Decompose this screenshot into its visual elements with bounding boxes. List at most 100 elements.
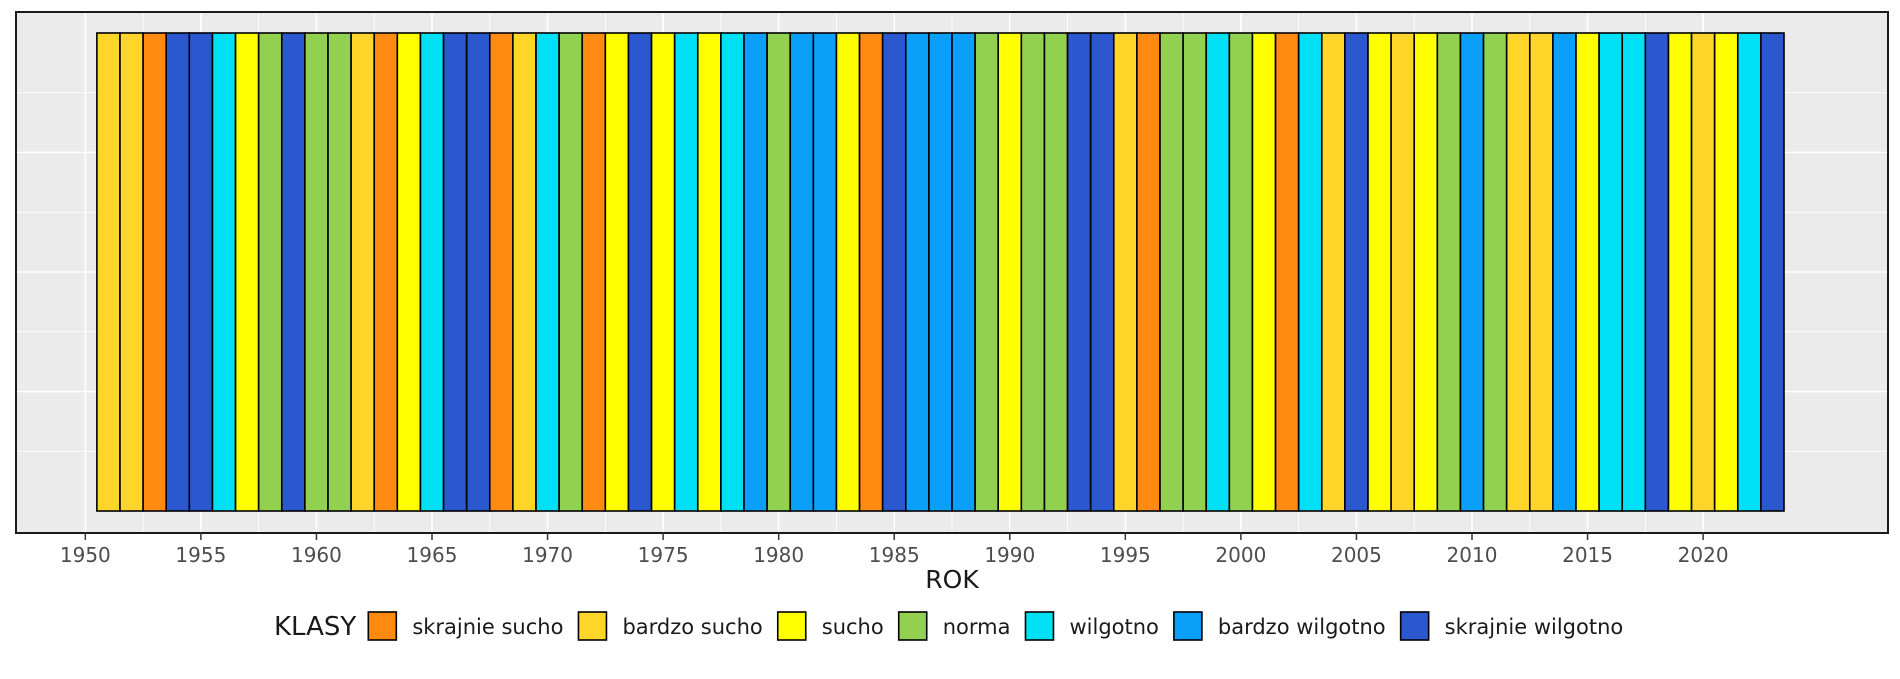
- x-tick-label: 1950: [60, 543, 111, 567]
- bar-2002: [1274, 32, 1300, 512]
- legend-label: sucho: [822, 615, 884, 639]
- legend-swatch: [776, 611, 807, 641]
- bar-1977: [696, 32, 722, 512]
- bar-1955: [188, 32, 214, 512]
- bar-1959: [280, 32, 306, 512]
- bar-1970: [535, 32, 560, 512]
- x-tick-label: 2000: [1215, 543, 1266, 567]
- bar-2015: [1575, 32, 1600, 512]
- bar-1996: [1136, 32, 1161, 512]
- bar-1951: [96, 32, 121, 512]
- bar-2018: [1644, 32, 1670, 512]
- x-tick-label: 1980: [753, 543, 804, 567]
- plot-border: [15, 11, 1889, 534]
- bar-1956: [211, 32, 237, 512]
- bar-2020: [1690, 32, 1716, 512]
- bar-2019: [1667, 32, 1693, 512]
- x-tick-label: 2015: [1562, 543, 1613, 567]
- legend-swatch: [577, 611, 608, 641]
- bar-1981: [789, 32, 815, 512]
- x-tick-label: 1995: [1100, 543, 1151, 567]
- bar-2010: [1459, 32, 1485, 512]
- bar-2014: [1552, 32, 1577, 512]
- bar-2004: [1320, 32, 1346, 512]
- bar-1984: [858, 32, 884, 512]
- legend-swatch: [897, 611, 928, 641]
- x-tick-label: 2010: [1447, 543, 1498, 567]
- bar-1968: [488, 32, 514, 512]
- bar-1965: [419, 32, 445, 512]
- bar-2012: [1505, 32, 1531, 512]
- legend-label: skrajnie wilgotno: [1445, 615, 1624, 639]
- x-tick-label: 2020: [1678, 543, 1729, 567]
- legend-label: bardzo wilgotno: [1218, 615, 1386, 639]
- bar-1983: [835, 32, 861, 512]
- bar-1989: [974, 32, 1000, 512]
- bar-2000: [1228, 32, 1254, 512]
- bar-1953: [142, 32, 168, 512]
- x-tick-label: 1975: [638, 543, 689, 567]
- bar-2023: [1760, 32, 1785, 512]
- bar-1957: [234, 32, 260, 512]
- bar-1999: [1205, 32, 1231, 512]
- bar-2017: [1621, 32, 1647, 512]
- x-tick-label: 1965: [407, 543, 458, 567]
- x-axis-title: ROK: [925, 565, 979, 594]
- bar-2005: [1344, 32, 1369, 512]
- bar-2009: [1436, 32, 1462, 512]
- bar-1952: [119, 32, 144, 512]
- legend-swatch: [1173, 611, 1203, 641]
- bar-1960: [304, 32, 329, 512]
- bar-2021: [1713, 32, 1739, 512]
- legend-title: KLASY: [274, 612, 356, 642]
- legend-label: skrajnie sucho: [412, 615, 563, 639]
- bar-1967: [465, 32, 491, 512]
- bar-1979: [743, 32, 768, 512]
- bar-1986: [904, 32, 930, 512]
- bar-1985: [881, 32, 907, 512]
- x-tick-label: 2005: [1331, 543, 1382, 567]
- bar-1995: [1112, 32, 1138, 512]
- bar-1992: [1043, 32, 1069, 512]
- bar-1980: [766, 32, 792, 512]
- bar-1962: [350, 32, 376, 512]
- x-tick-label: 1970: [522, 543, 573, 567]
- bar-1966: [442, 32, 468, 512]
- legend-label: wilgotno: [1069, 615, 1158, 639]
- bar-1976: [673, 32, 699, 512]
- legend-label: norma: [943, 615, 1011, 639]
- bar-2003: [1297, 32, 1323, 512]
- bar-2006: [1367, 32, 1392, 512]
- bar-1973: [604, 32, 630, 512]
- bar-2022: [1736, 32, 1762, 512]
- bar-2016: [1598, 32, 1624, 512]
- bar-1958: [257, 32, 283, 512]
- bar-1994: [1089, 32, 1115, 512]
- bar-1969: [512, 32, 537, 512]
- x-axis: 1950 1955 1960 1965 1970 1975 1980 1985 1990 1995…: [60, 533, 1729, 567]
- legend-label: bardzo sucho: [622, 615, 762, 639]
- bar-1990: [997, 32, 1023, 512]
- bar-1954: [165, 32, 191, 512]
- bar-1964: [396, 32, 422, 512]
- x-tick-label: 1990: [984, 543, 1035, 567]
- bar-2007: [1390, 32, 1416, 512]
- bar-1971: [558, 32, 584, 512]
- bar-1972: [581, 32, 607, 512]
- bar-1997: [1159, 32, 1184, 512]
- legend-swatch: [1399, 611, 1430, 641]
- bar-2013: [1528, 32, 1554, 512]
- bar-1963: [373, 32, 399, 512]
- bar-1961: [327, 32, 352, 512]
- bar-1988: [951, 32, 976, 512]
- legend-swatch: [1024, 611, 1055, 641]
- x-tick-label: 1955: [175, 543, 226, 567]
- bar-1991: [1020, 32, 1046, 512]
- bar-2008: [1413, 32, 1439, 512]
- bar-1978: [720, 32, 745, 512]
- bar-1987: [928, 32, 953, 512]
- bar-2011: [1482, 32, 1508, 512]
- legend: KLASY skrajnie sucho bardzo sucho sucho norm…: [274, 611, 1624, 642]
- bar-1974: [627, 32, 653, 512]
